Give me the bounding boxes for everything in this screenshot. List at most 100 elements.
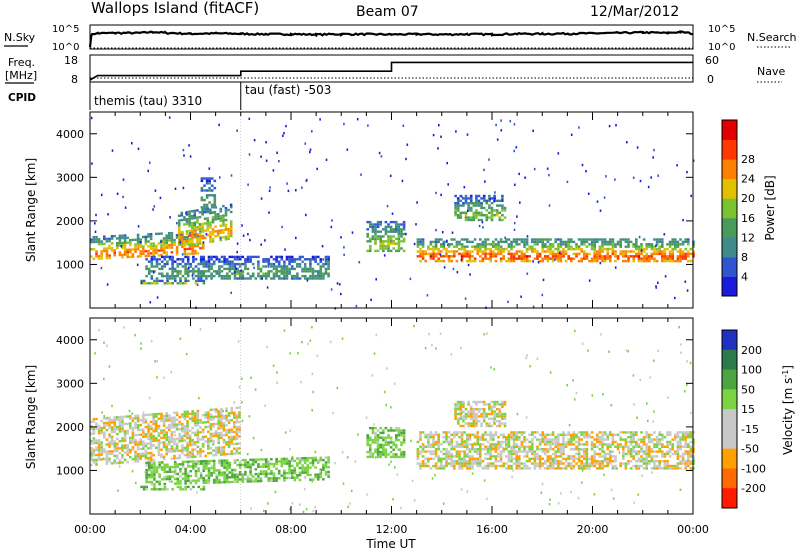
echo-cell (640, 448, 643, 451)
echo-cell (479, 443, 482, 446)
echo-cell (622, 255, 625, 258)
echo-cell (382, 228, 385, 231)
echo-cell (113, 251, 116, 255)
echo-cell (194, 252, 197, 255)
echo-cell (110, 235, 114, 238)
echo-cell (523, 436, 526, 439)
echo-cell (601, 238, 604, 241)
echo-cell (145, 258, 148, 261)
echo-cell (103, 448, 106, 451)
echo-cell (421, 450, 425, 453)
echo-cell (163, 470, 167, 474)
echo-cell (180, 240, 184, 243)
echo-cell (196, 238, 199, 241)
echo-cell (196, 419, 200, 422)
echo-cell (492, 436, 495, 439)
echo-cell (437, 240, 440, 244)
echo-cell (432, 245, 435, 248)
echo-cell (262, 258, 265, 261)
echo-cell (467, 209, 470, 212)
echo-cell (220, 427, 223, 430)
echo-cell (606, 457, 609, 460)
echo-cell (121, 461, 124, 464)
echo-cell (445, 247, 448, 251)
echo-cell (640, 259, 643, 263)
echo-cell (614, 457, 617, 460)
echo-cell (198, 239, 202, 243)
echo-cell (162, 431, 166, 434)
echo-cell (158, 482, 161, 486)
echo-cell (619, 243, 622, 246)
scatter-cell (390, 460, 392, 463)
scatter-cell (657, 174, 659, 177)
echo-cell (123, 458, 127, 462)
echo-cell (544, 452, 547, 456)
echo-cell (238, 478, 242, 481)
echo-cell (567, 440, 570, 444)
echo-cell (580, 431, 583, 434)
echo-cell (186, 456, 189, 459)
echo-cell (585, 440, 589, 444)
echo-cell (212, 425, 215, 428)
scatter-cell (442, 242, 445, 246)
echo-cell (230, 407, 233, 410)
echo-cell (512, 245, 516, 248)
echo-cell (585, 252, 589, 256)
echo-cell (502, 440, 505, 444)
echo-cell (231, 471, 234, 474)
echo-cell (687, 433, 690, 436)
echo-cell (480, 424, 483, 428)
echo-cell (601, 245, 604, 248)
echo-cell (254, 477, 258, 481)
scatter-cell (303, 488, 306, 491)
echo-cell (601, 431, 604, 434)
echo-cell (668, 467, 672, 470)
echo-cell (590, 257, 594, 260)
echo-cell (171, 475, 174, 478)
echo-cell (205, 206, 209, 209)
scatter-cell (482, 226, 484, 229)
echo-cell (663, 467, 667, 470)
echo-cell (432, 464, 435, 468)
echo-cell (554, 452, 557, 456)
echo-cell (627, 462, 630, 465)
echo-cell (136, 414, 140, 417)
echo-cell (389, 446, 393, 449)
echo-cell (188, 412, 192, 416)
echo-cell (622, 462, 625, 465)
echo-cell (590, 245, 594, 248)
echo-cell (456, 216, 460, 219)
echo-cell (173, 418, 176, 422)
scatter-cell (336, 282, 339, 285)
echo-cell (142, 245, 145, 248)
echo-cell (447, 455, 451, 458)
echo-cell (190, 241, 194, 244)
echo-cell (450, 460, 453, 463)
echo-cell (316, 255, 320, 259)
echo-cell (199, 270, 203, 273)
echo-cell (674, 436, 677, 439)
echo-cell (416, 455, 420, 458)
echo-cell (327, 272, 330, 275)
nave-tick-bottom: 0 (707, 73, 714, 86)
echo-cell (171, 465, 174, 469)
echo-cell (585, 257, 589, 260)
scatter-cell (557, 152, 560, 155)
echo-cell (676, 448, 680, 451)
scatter-cell (411, 479, 414, 483)
echo-cell (118, 427, 122, 431)
echo-cell (267, 479, 271, 483)
echo-cell (296, 258, 299, 261)
echo-cell (301, 260, 304, 263)
echo-cell (510, 245, 513, 248)
scatter-cell (253, 139, 256, 142)
echo-cell (379, 235, 382, 238)
scatter-cell (219, 237, 222, 240)
echo-cell (142, 421, 145, 424)
echo-cell (421, 448, 425, 451)
echo-cell (209, 435, 213, 438)
scatter-cell (603, 473, 605, 476)
echo-cell (193, 226, 197, 229)
echo-cell (575, 255, 578, 258)
echo-cell (176, 463, 180, 466)
